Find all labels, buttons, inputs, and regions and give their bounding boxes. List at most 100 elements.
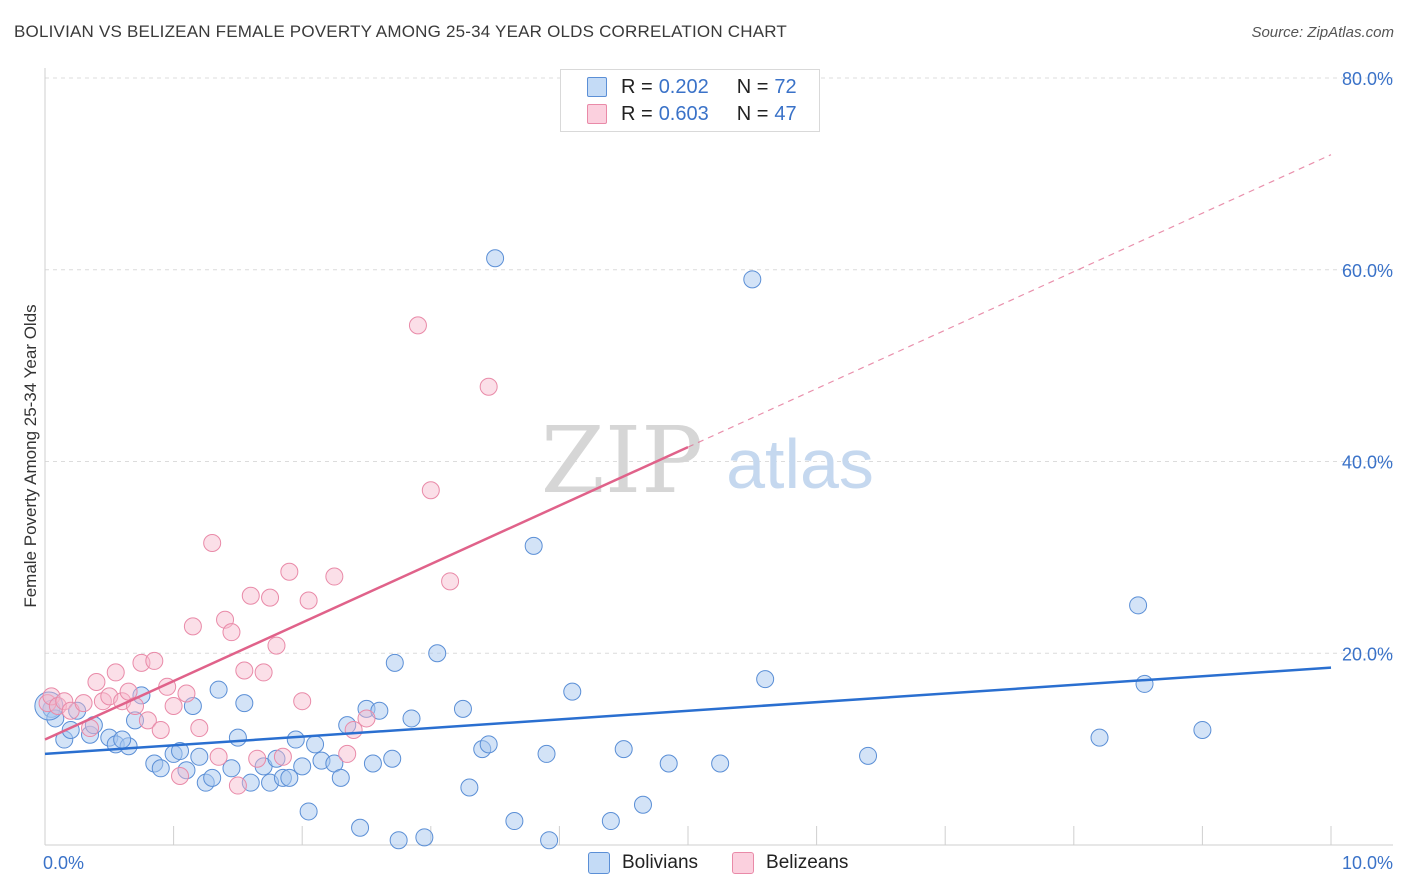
bolivians-point	[479, 735, 498, 754]
belizeans-points	[38, 316, 498, 795]
belizeans-trend-extension	[687, 154, 1332, 448]
tick-labels: 20.0% 40.0% 60.0% 80.0% 0.0% 10.0%	[43, 69, 1393, 873]
belizeans-point	[325, 567, 344, 586]
bolivians-point	[453, 699, 472, 718]
belizeans-point	[222, 623, 241, 642]
bottom-legend-label-bolivians: Bolivians	[622, 852, 699, 873]
bolivians-point	[385, 653, 404, 672]
belizeans-point	[273, 747, 292, 766]
x-tick-label: 0.0%	[43, 853, 84, 873]
belizeans-point	[248, 749, 267, 768]
belizeans-point	[74, 694, 93, 713]
bolivians-points	[34, 249, 1212, 850]
belizeans-point	[106, 663, 125, 682]
belizeans-point	[190, 719, 209, 738]
watermark-atlas: atlas	[726, 425, 874, 503]
legend-swatch-bolivians	[587, 77, 607, 97]
belizeans-point	[171, 766, 190, 785]
bolivians-point	[267, 749, 286, 768]
belizeans-point	[235, 661, 254, 680]
bolivians-point	[351, 818, 370, 837]
legend-n-value: 47	[774, 102, 797, 125]
bottom-legend-belizeans: Belizeans	[732, 852, 848, 874]
source-label: Source: ZipAtlas.com	[1251, 24, 1394, 41]
belizeans-point	[338, 744, 357, 763]
bolivians-point	[306, 735, 325, 754]
legend-n-label: N =	[736, 102, 769, 125]
bolivians-point	[363, 754, 382, 773]
legend-r-value: 0.603	[658, 102, 709, 125]
bolivians-point	[383, 749, 402, 768]
bolivians-point	[486, 249, 505, 268]
bolivians-point	[859, 746, 878, 765]
bolivians-point	[190, 747, 209, 766]
legend-row-belizeans: R = 0.603 N = 47	[587, 102, 797, 126]
bolivians-point	[1090, 728, 1109, 747]
trend-lines	[44, 154, 1332, 756]
belizeans-point	[241, 586, 260, 605]
grid-lines	[45, 77, 1393, 654]
bottom-legend-label-belizeans: Belizeans	[766, 852, 849, 873]
belizeans-point	[151, 720, 170, 739]
bolivians-point	[286, 730, 305, 749]
legend-row-bolivians: R = 0.202 N = 72	[587, 75, 797, 99]
bottom-legend-swatch-bolivians	[588, 852, 610, 874]
belizeans-point	[164, 696, 183, 715]
bolivians-point	[524, 536, 543, 555]
belizeans-point	[138, 711, 157, 730]
bolivians-point	[537, 744, 556, 763]
belizeans-point	[87, 673, 106, 692]
belizeans-point	[228, 776, 247, 795]
bolivians-point	[299, 802, 318, 821]
belizeans-point	[254, 663, 273, 682]
chart-title: BOLIVIAN VS BELIZEAN FEMALE POVERTY AMON…	[14, 22, 787, 41]
belizeans-point	[441, 572, 460, 591]
bolivians-point	[235, 694, 254, 713]
bolivians-point	[659, 754, 678, 773]
belizeans-trend-line	[44, 445, 689, 741]
bolivians-point	[1135, 674, 1154, 693]
bolivians-point	[171, 742, 190, 761]
belizeans-point	[209, 747, 228, 766]
bolivians-point	[331, 768, 350, 787]
bottom-legend: Bolivians Belizeans	[588, 852, 882, 874]
y-tick-label: 20.0%	[1342, 644, 1393, 664]
y-tick-label: 80.0%	[1342, 69, 1393, 89]
legend-r-label: R =	[621, 102, 653, 125]
bolivians-point	[203, 768, 222, 787]
bolivians-point	[389, 831, 408, 850]
y-axis-label: Female Poverty Among 25-34 Year Olds	[21, 304, 40, 607]
bolivians-point	[222, 759, 241, 778]
belizeans-point	[261, 588, 280, 607]
bolivians-point	[756, 670, 775, 689]
belizeans-point	[293, 692, 312, 711]
bolivians-point	[1129, 596, 1148, 615]
bolivians-trend-line	[44, 666, 1332, 756]
bottom-legend-bolivians: Bolivians	[588, 852, 698, 874]
legend: R = 0.202 N = 72 R = 0.603 N = 47	[560, 69, 820, 132]
y-tick-label: 60.0%	[1342, 261, 1393, 281]
bolivians-point	[563, 682, 582, 701]
bolivians-point	[68, 701, 87, 720]
bolivians-point	[601, 812, 620, 831]
belizeans-point	[203, 533, 222, 552]
belizeans-point	[299, 591, 318, 610]
bolivians-point	[460, 778, 479, 797]
legend-r-value: 0.202	[658, 75, 709, 98]
watermark: ZIP atlas	[541, 407, 874, 514]
belizeans-point	[267, 636, 286, 655]
axes	[44, 68, 1393, 846]
legend-n-value: 72	[774, 75, 797, 98]
belizeans-point	[145, 651, 164, 670]
bolivians-point	[402, 709, 421, 728]
bolivians-point	[415, 828, 434, 847]
belizeans-point	[177, 684, 196, 703]
belizeans-point	[55, 692, 74, 711]
bolivians-point	[280, 768, 299, 787]
bolivians-point	[151, 759, 170, 778]
x-tick-label: 10.0%	[1342, 853, 1393, 873]
bolivians-point	[633, 795, 652, 814]
bolivians-point	[293, 757, 312, 776]
legend-r-label: R =	[621, 75, 653, 98]
